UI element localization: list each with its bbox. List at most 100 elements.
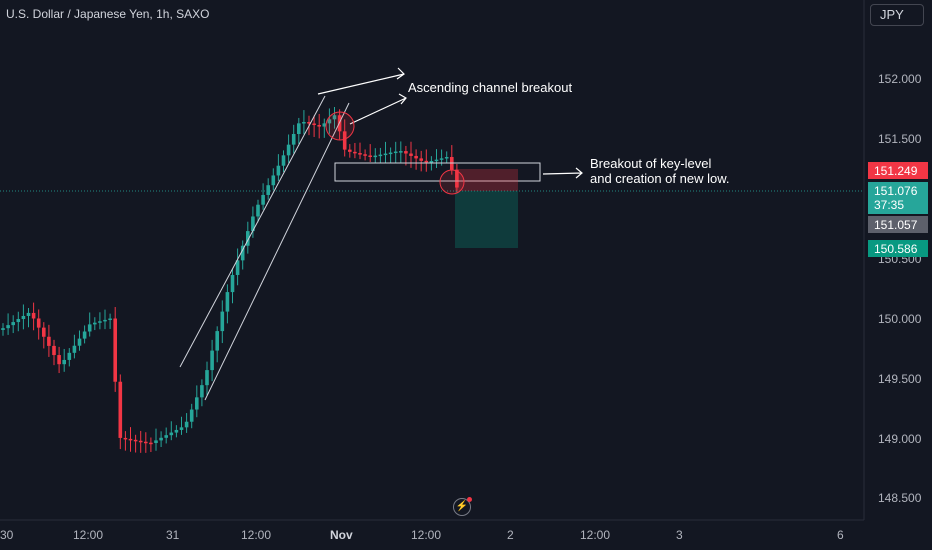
candle-body [424,160,429,163]
candle-body [42,327,46,337]
candle-body [230,274,235,293]
stop-loss-zone [455,169,518,191]
candle-body [256,204,260,217]
candle-body [6,325,10,329]
time-label-6: 6 [837,528,844,542]
key-level-annotation-line2: and creation of new low. [590,171,730,186]
candle-body [133,439,138,442]
candle-body [108,318,112,321]
candle-body [307,121,311,124]
candle-body [128,438,133,441]
candle-body [159,437,163,441]
price-label-150000: 150.000 [878,312,922,326]
take-profit-zone [455,191,518,248]
entry-price-tag: 151.057 [868,216,928,233]
candle-body [36,318,41,328]
candle-body [348,149,352,152]
stop-loss-price-tag: 151.249 [868,162,928,179]
notification-dot [467,497,472,502]
candle-body [271,175,276,186]
candle-body [353,151,357,154]
candle-body [184,421,189,428]
price-label-152000: 152.000 [878,72,922,86]
candle-body [215,331,219,351]
price-label-151500: 151.500 [878,132,922,146]
candle-body [281,155,286,166]
candle-body [21,315,26,320]
candle-body [409,153,413,156]
candle-body [429,160,434,163]
candle-body [444,157,449,159]
candle-body [98,321,102,323]
candle-body [149,442,153,445]
breakout-arrow [542,167,583,179]
take-profit-price-tag: 150.586 [868,240,928,257]
time-label-nov: Nov [330,528,353,542]
candle-body [62,359,66,365]
candle-body [302,121,306,124]
candle-body [383,153,388,156]
candle-body [16,319,21,323]
candle-body [342,131,347,150]
candle-body [11,322,15,326]
current-price-value: 151.076 [874,184,918,198]
candle-body [225,292,230,312]
candle-body [169,432,174,436]
price-label-149000: 149.000 [878,432,922,446]
candle-body [368,155,372,158]
time-label-1200-b: 12:00 [241,528,272,542]
candle-body [154,440,158,444]
time-label-1200-d: 12:00 [580,528,611,542]
symbol-title[interactable]: U.S. Dollar / Japanese Yen, 1h, SAXO [6,7,210,21]
time-label-1200-a: 12:00 [73,528,104,542]
candle-body [235,260,240,275]
candle-body [439,158,444,160]
candle-body [82,331,87,339]
channel-breakout-annotation[interactable]: Ascending channel breakout [408,80,573,95]
candle-body [52,345,56,356]
candle-body [164,435,168,438]
candle-body [388,152,393,155]
candle-body [200,385,204,398]
key-level-annotation[interactable]: Breakout of key-level and creation of ne… [590,156,729,186]
candle-body [189,409,194,422]
time-label-3: 3 [676,528,683,542]
price-label-149500: 149.500 [878,372,922,386]
candle-body [103,319,107,322]
channel-arrow-lower [349,93,407,125]
candle-body [363,154,367,156]
lightning-icon[interactable]: ⚡ [453,497,472,516]
candle-body [195,397,199,410]
candle-body [210,350,214,371]
candle-body [205,370,209,386]
current-price-tag: 151.076 37:35 [868,182,928,214]
candle-body [179,427,184,430]
candle-body [123,437,128,440]
candle-body [144,441,148,444]
candle-body [312,123,316,126]
price-label-148500: 148.500 [878,491,922,505]
candle-body [419,158,423,161]
candle-body [31,312,36,319]
candle-body [393,151,398,154]
key-level-annotation-line1: Breakout of key-level [590,156,712,171]
bar-countdown: 37:35 [874,198,905,212]
candle-body [251,216,255,232]
candle-body [332,115,337,120]
candle-body [373,155,378,158]
candle-body [118,381,123,438]
candle-body [317,125,321,127]
candle-body [47,336,51,346]
candle-body [72,345,77,353]
channel-lower-line [204,102,350,401]
candle-body [113,318,117,382]
candle-body [67,352,72,360]
currency-button[interactable]: JPY [870,4,924,26]
channel-upper-line [179,95,326,368]
channel-arrow-upper [317,67,405,95]
candle-body [276,165,281,176]
candle-body [434,159,439,162]
candle-body [414,155,418,159]
candle-body [358,153,362,155]
